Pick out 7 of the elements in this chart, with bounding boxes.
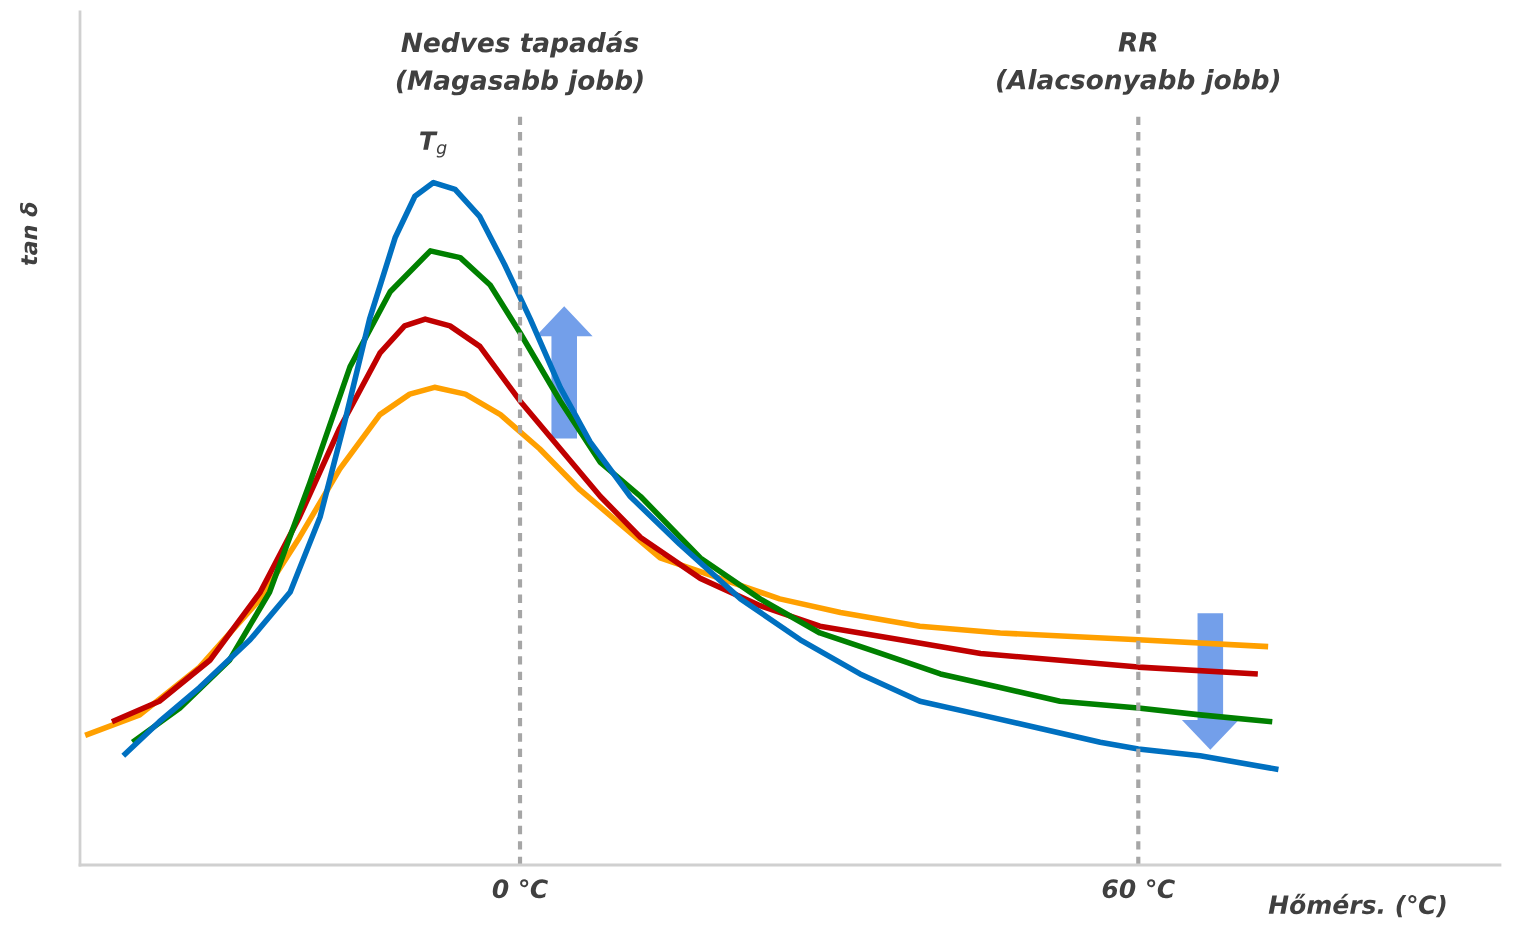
y-axis-title: tan δ (19, 202, 38, 266)
x-axis-title: Hőmérs. (℃) (1268, 893, 1446, 918)
ref-line-label: Nedves tapadás (Magasabb jobb) (396, 30, 643, 96)
annotation: T$_{g}$ (420, 131, 447, 158)
ref-line-label: RR (Alacsonyabb jobb) (997, 32, 1280, 95)
x-tick-label: 0 ℃ (492, 879, 548, 899)
x-tick-label: 60 ℃ (1102, 879, 1175, 899)
